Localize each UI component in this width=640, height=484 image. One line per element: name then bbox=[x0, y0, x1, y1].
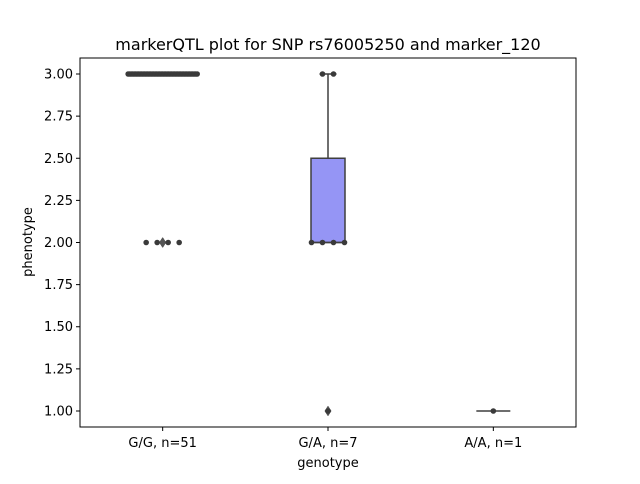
y-tick-label: 2.00 bbox=[44, 236, 73, 251]
x-tick-label: A/A, n=1 bbox=[464, 436, 522, 451]
data-point bbox=[176, 239, 182, 246]
plot-frame bbox=[79, 57, 577, 428]
box bbox=[310, 157, 346, 244]
plot-area: 1.00 1.25 1.50 1.75 2.00 2.25 2.50 2.75 3.00 G/G,… bbox=[44, 68, 522, 451]
data-point bbox=[319, 71, 326, 77]
data-point bbox=[330, 239, 337, 246]
x-tick-label: G/A, n=7 bbox=[298, 436, 357, 451]
y-tick-label: 1.00 bbox=[44, 404, 73, 419]
y-tick-label: 3.00 bbox=[44, 68, 73, 83]
y-tick-label: 1.25 bbox=[44, 362, 73, 377]
outlier-marker bbox=[159, 237, 167, 248]
data-point bbox=[330, 71, 337, 77]
data-point bbox=[308, 239, 315, 246]
data-point bbox=[194, 71, 200, 77]
data-point bbox=[490, 408, 497, 414]
data-point bbox=[143, 239, 149, 246]
y-tick-label: 1.50 bbox=[44, 320, 73, 335]
data-point bbox=[325, 408, 331, 414]
chart-title: markerQTL plot for SNP rs76005250 and ma… bbox=[115, 35, 540, 55]
data-point bbox=[319, 239, 326, 246]
y-tick-label: 2.25 bbox=[44, 194, 73, 209]
y-tick-label: 1.75 bbox=[44, 278, 73, 293]
y-tick-label: 2.75 bbox=[44, 110, 73, 125]
data-point bbox=[165, 239, 171, 246]
x-axis-label: genotype bbox=[297, 456, 358, 471]
data-point bbox=[341, 239, 348, 246]
y-tick-label: 2.50 bbox=[44, 152, 73, 167]
data-point bbox=[154, 239, 160, 246]
y-axis-label: phenotype bbox=[21, 207, 36, 277]
x-tick-label: G/G, n=51 bbox=[128, 436, 196, 451]
